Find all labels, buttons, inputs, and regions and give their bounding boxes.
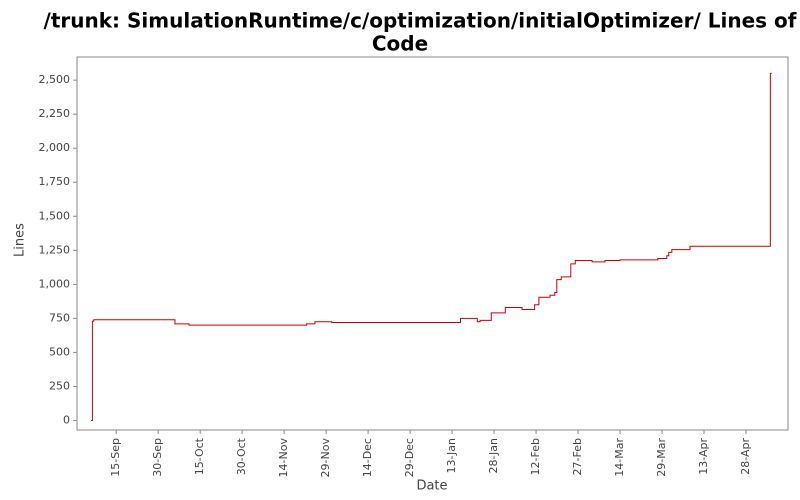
x-tick-label: 29-Dec	[403, 438, 416, 477]
y-tick-label: 2,500	[39, 73, 71, 86]
x-tick-label: 13-Apr	[697, 438, 710, 475]
y-tick-label: 1,750	[39, 175, 71, 188]
x-tick-label: 14-Mar	[613, 438, 626, 477]
x-tick-label: 29-Mar	[655, 438, 668, 477]
x-tick-label: 28-Apr	[739, 438, 752, 475]
y-tick-label: 1,250	[39, 243, 71, 256]
chart-title: Code	[372, 32, 428, 56]
x-tick-label: 13-Jan	[445, 438, 458, 474]
y-tick-label: 2,000	[39, 141, 71, 154]
y-tick-label: 750	[49, 311, 70, 324]
y-tick-label: 1,000	[39, 277, 71, 290]
x-axis-title: Date	[416, 479, 447, 494]
x-tick-label: 14-Nov	[277, 438, 290, 478]
y-tick-label: 0	[63, 413, 70, 426]
y-axis-title: Lines	[13, 223, 28, 257]
x-tick-label: 15-Sep	[109, 438, 122, 477]
x-tick-label: 14-Dec	[361, 438, 374, 477]
chart-title: /trunk: SimulationRuntime/c/optimization…	[44, 9, 797, 33]
x-tick-label: 30-Sep	[151, 438, 164, 477]
x-tick-label: 30-Oct	[235, 437, 248, 475]
x-tick-label: 15-Oct	[193, 437, 206, 475]
y-tick-label: 2,250	[39, 107, 71, 120]
y-tick-label: 1,500	[39, 209, 71, 222]
x-tick-label: 28-Jan	[487, 438, 500, 474]
y-tick-label: 500	[49, 345, 70, 358]
plot-area	[76, 56, 789, 431]
x-tick-label: 12-Feb	[529, 438, 542, 475]
x-tick-label: 27-Feb	[571, 438, 584, 475]
x-tick-label: 29-Nov	[319, 438, 332, 478]
data-line	[91, 72, 772, 421]
y-tick-label: 250	[49, 379, 70, 392]
